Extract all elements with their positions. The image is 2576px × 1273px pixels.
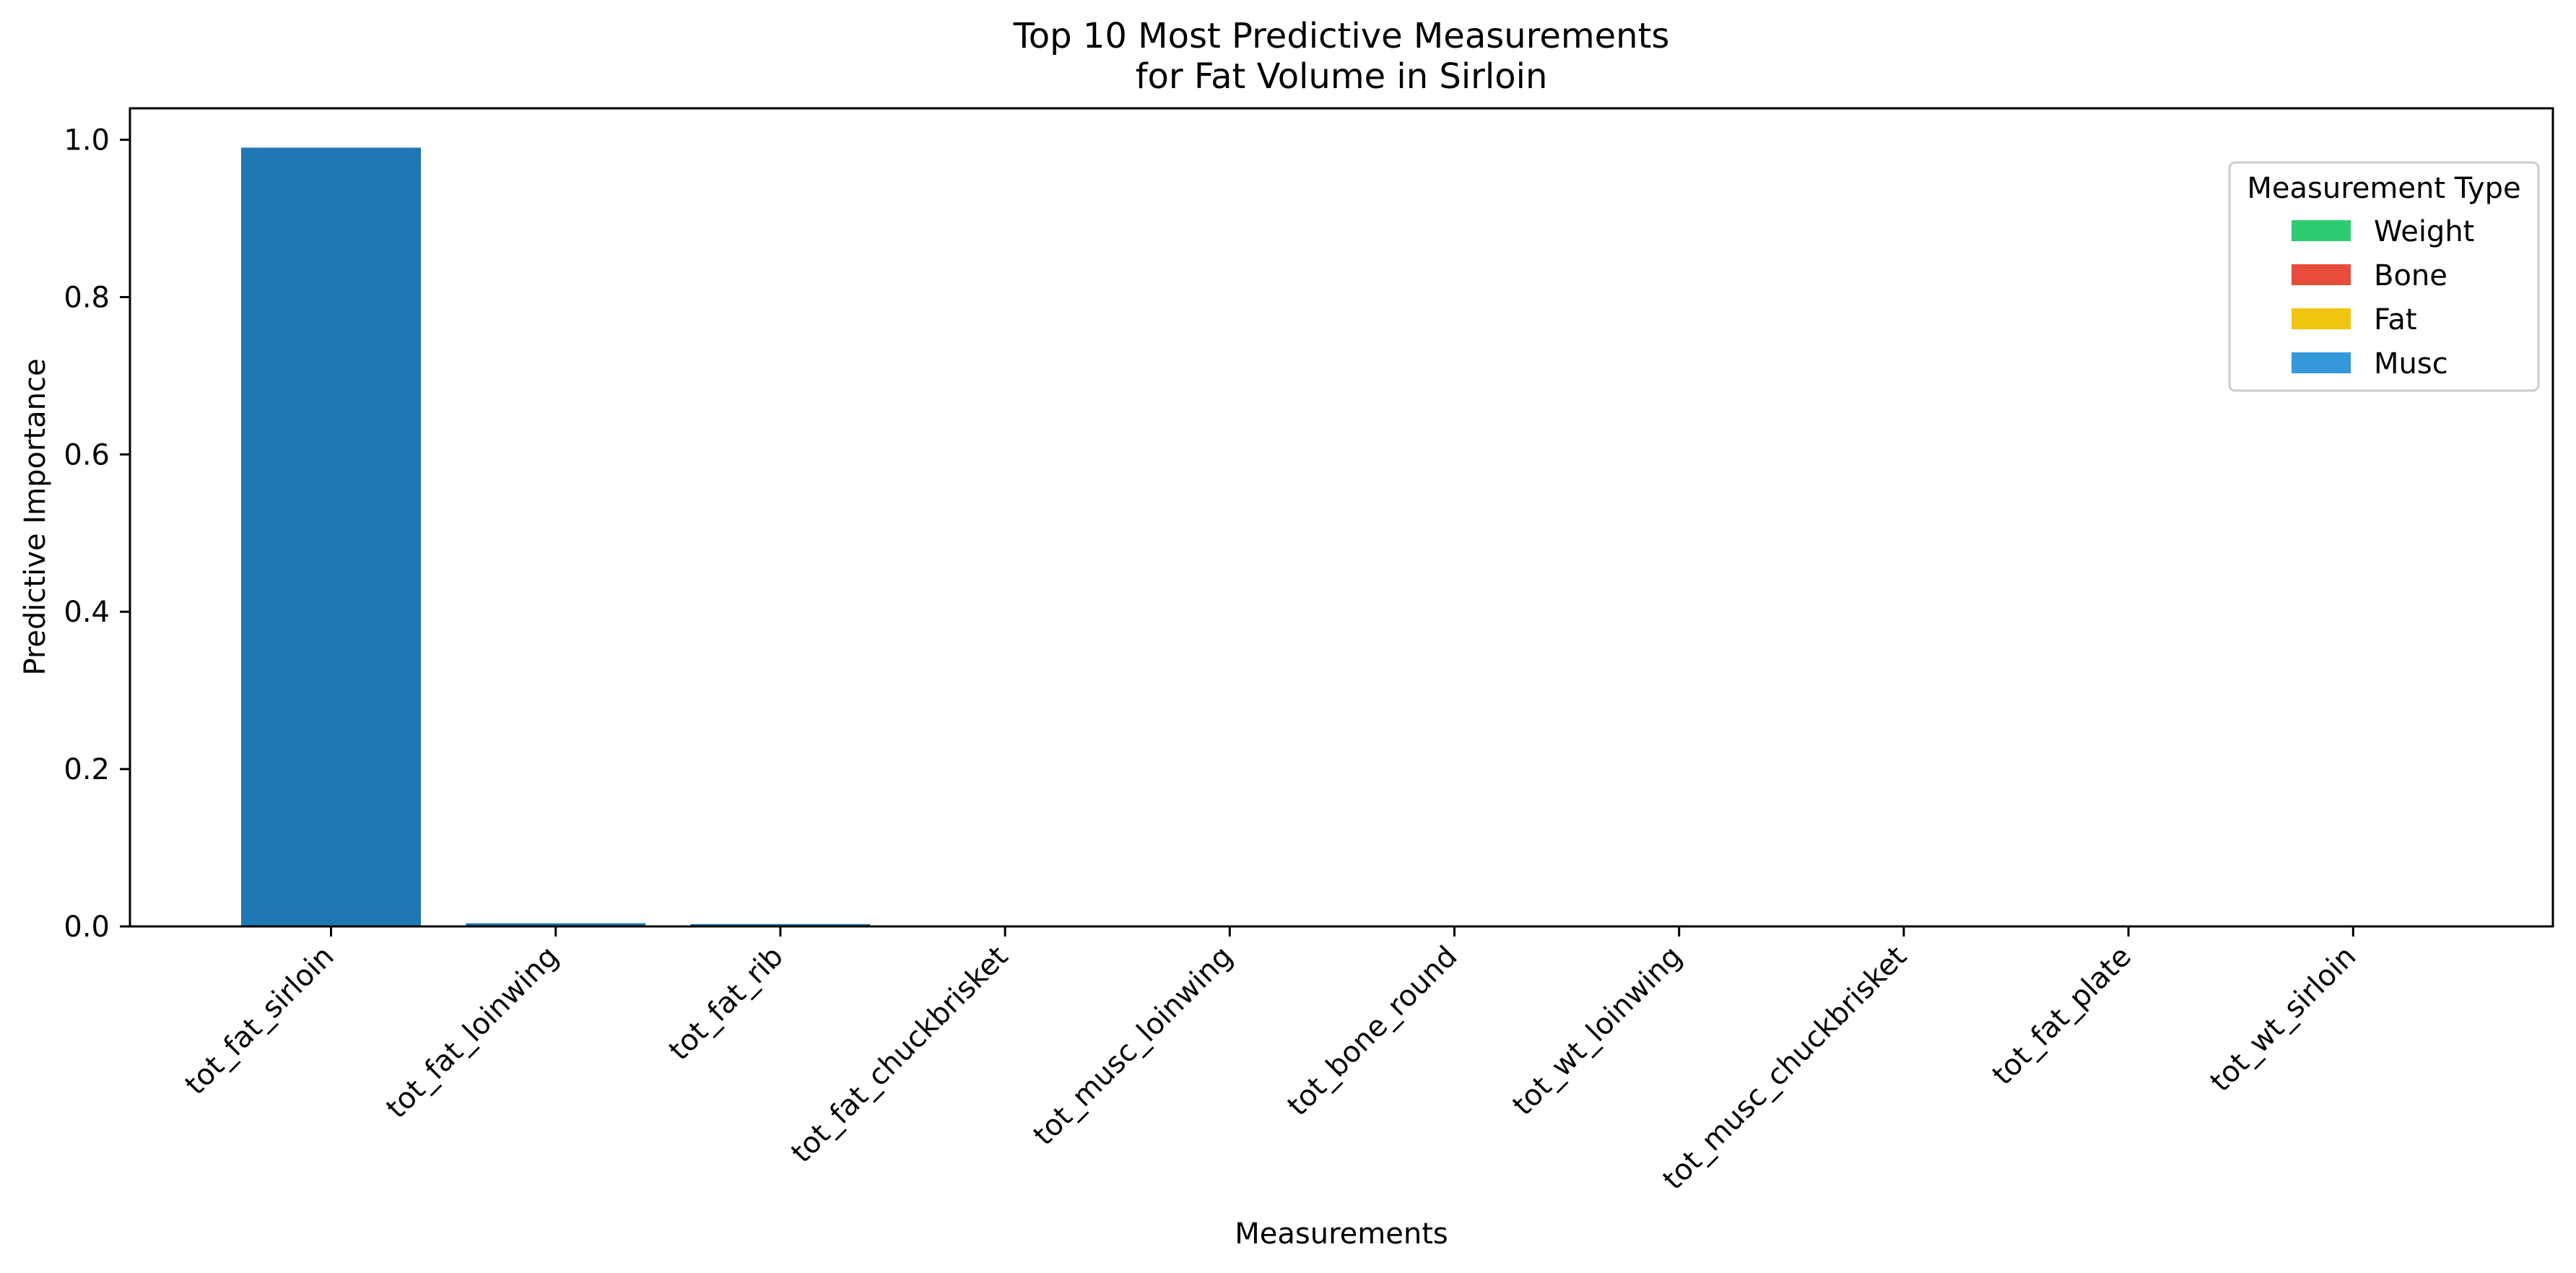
y-tick-label: 0.6: [64, 438, 110, 472]
y-tick-label: 0.0: [64, 911, 110, 944]
plot-frame: [129, 107, 2554, 928]
legend-label-fat: Fat: [2374, 303, 2417, 336]
legend-title: Measurement Type: [2247, 172, 2520, 205]
legend-label-bone: Bone: [2374, 259, 2447, 292]
chart-title-line1: Top 10 Most Predictive Measurements: [1013, 16, 1670, 56]
bar-tot_fat_loinwing: [466, 923, 646, 926]
legend-label-weight: Weight: [2374, 215, 2474, 248]
x-axis-label: Measurements: [1235, 1217, 1448, 1251]
y-tick-label: 0.4: [64, 596, 110, 629]
y-tick-label: 0.8: [64, 281, 110, 314]
legend-label-musc: Musc: [2374, 347, 2448, 381]
y-axis-label: Predictive Importance: [19, 358, 52, 675]
chart-title-line2: for Fat Volume in Sirloin: [1136, 56, 1548, 97]
legend-swatch-musc: [2292, 352, 2351, 373]
legend-frame: [2228, 161, 2540, 392]
bar-tot_fat_rib: [690, 924, 871, 926]
bar-tot_fat_sirloin: [241, 147, 421, 926]
legend: Measurement Type Weight Bone Fat Musc: [2228, 161, 2540, 392]
y-tick-label: 0.2: [64, 753, 110, 786]
legend-items: Weight Bone Fat Musc: [2292, 215, 2474, 381]
y-tick-label: 1.0: [64, 124, 110, 157]
legend-swatch-fat: [2292, 308, 2351, 329]
legend-swatch-weight: [2292, 220, 2351, 241]
legend-swatch-bone: [2292, 264, 2351, 285]
bars-layer: [241, 147, 2443, 926]
y-axis: 0.0 0.2 0.4 0.6 0.8 1.0: [64, 124, 130, 944]
